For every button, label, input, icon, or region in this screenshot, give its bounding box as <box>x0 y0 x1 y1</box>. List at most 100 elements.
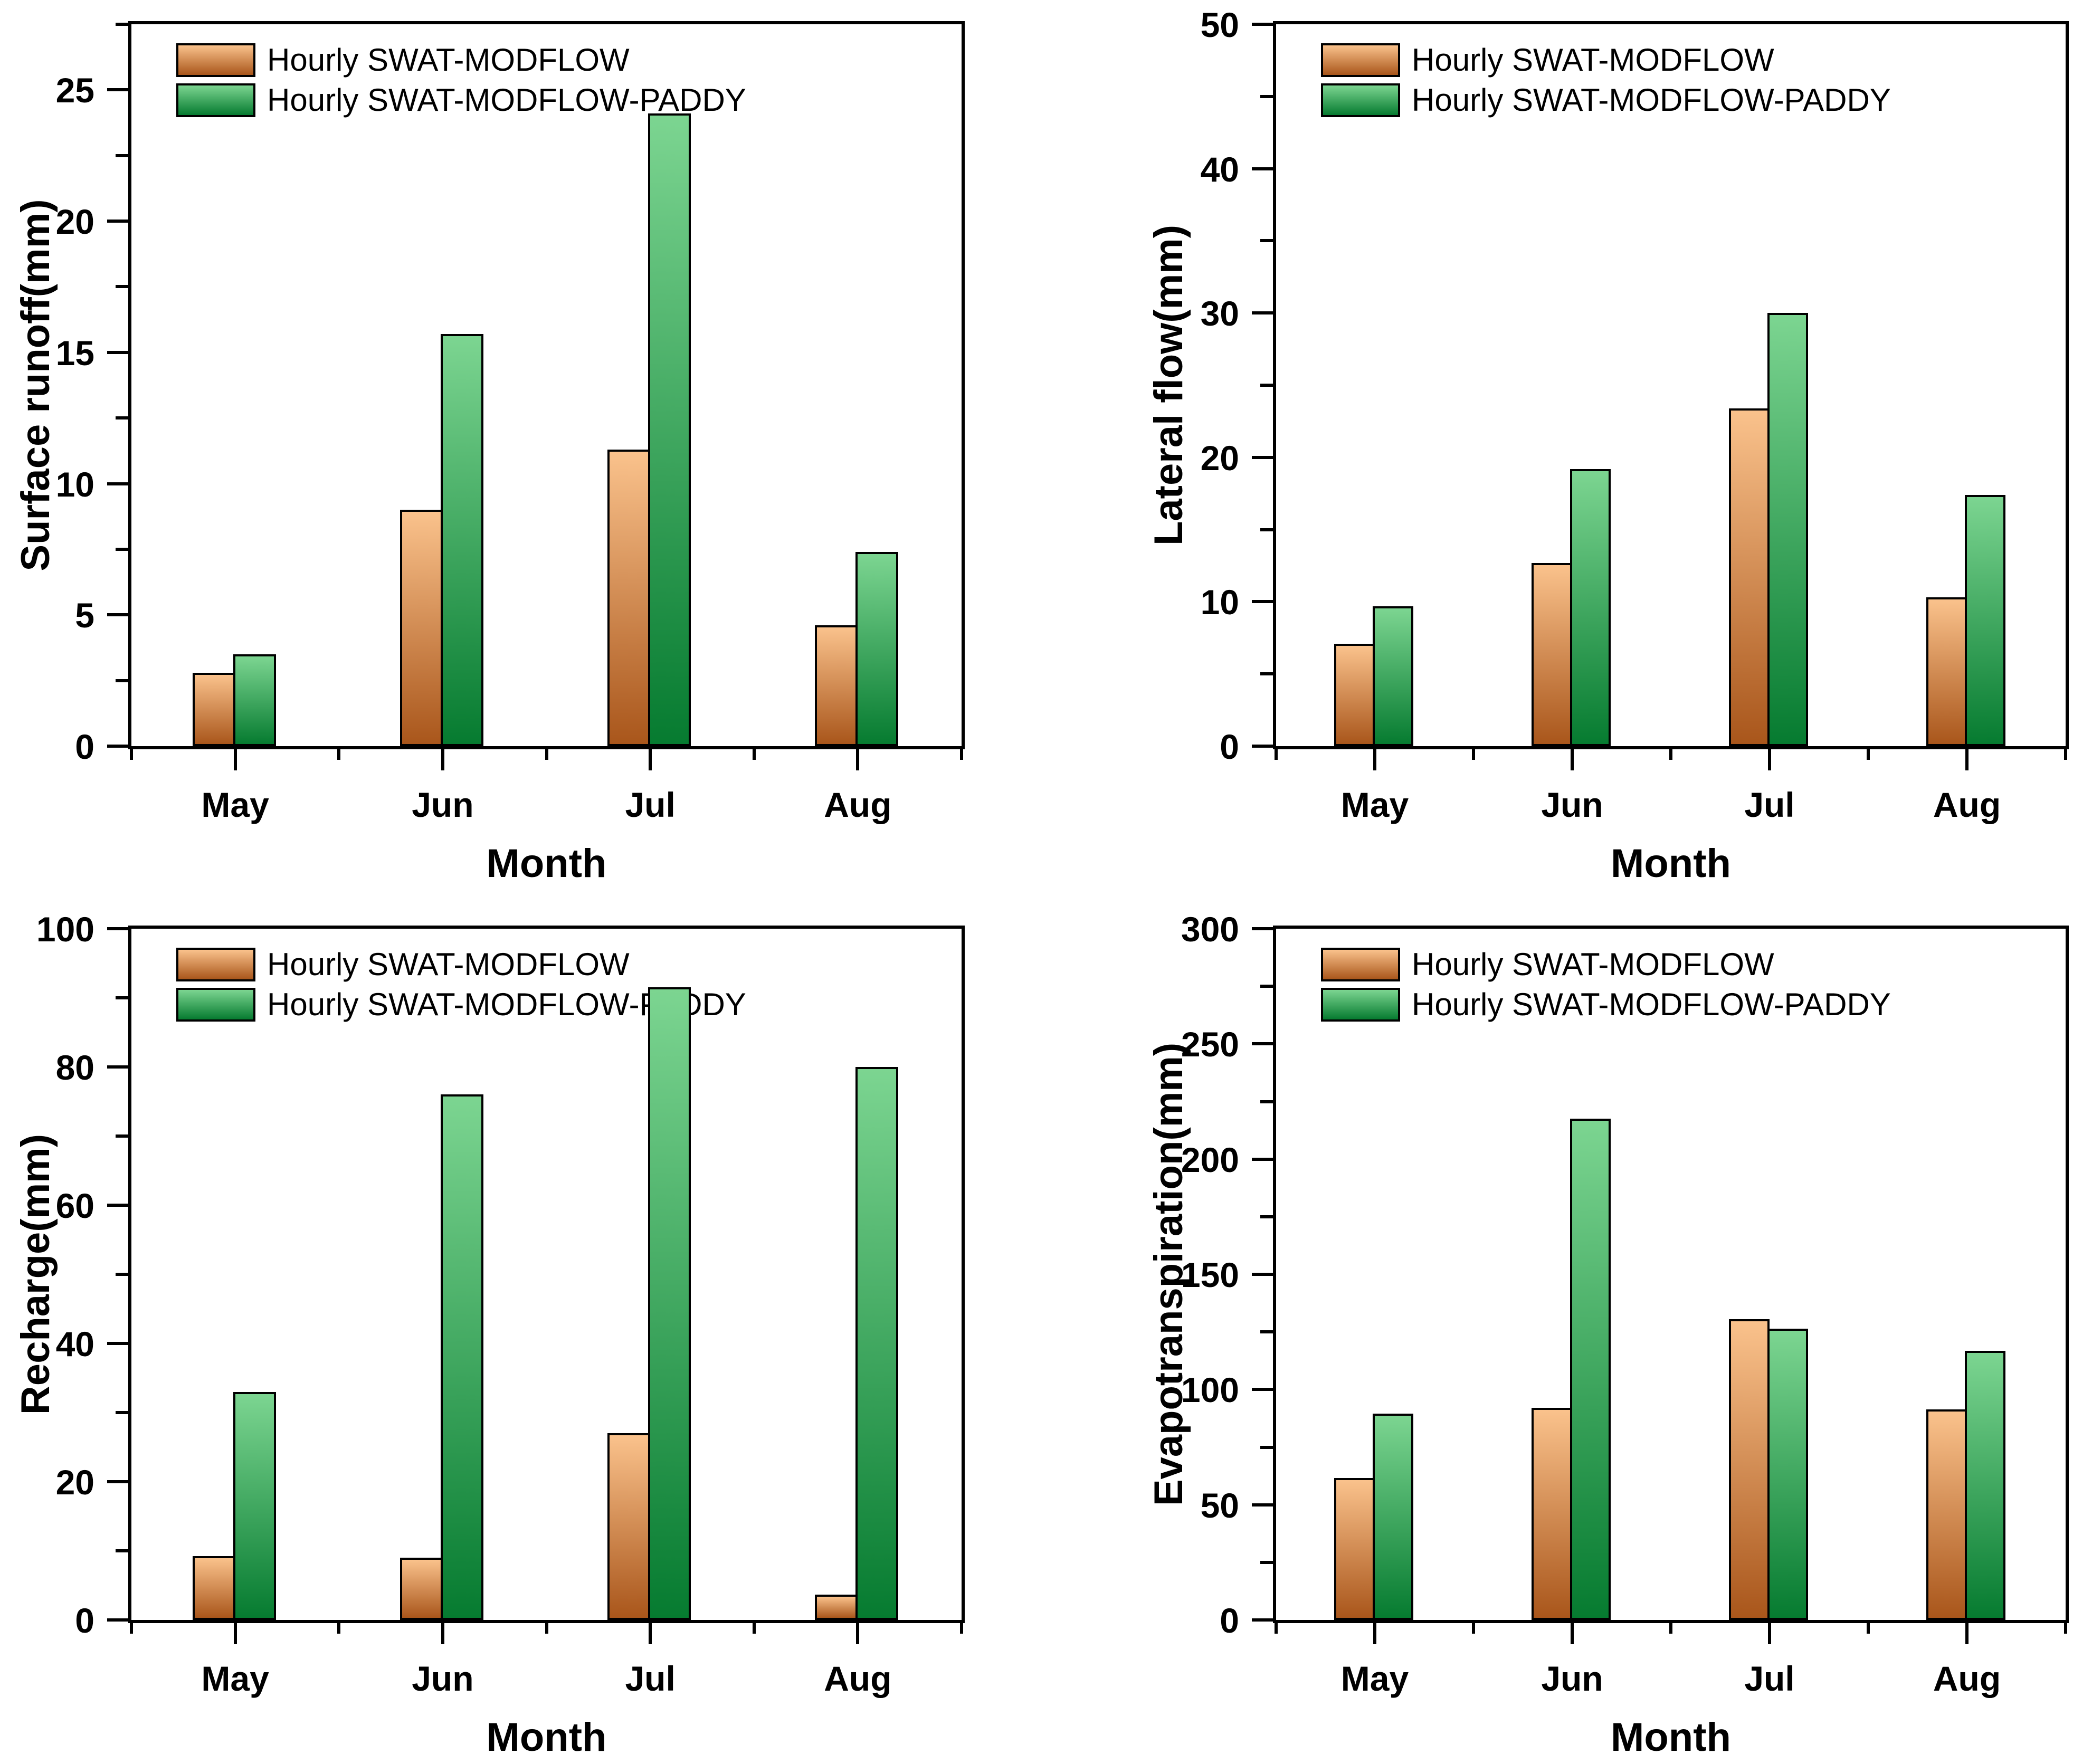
x-tick-label-may: May <box>201 785 269 824</box>
y-minor-tick <box>1260 94 1273 98</box>
y-major-tick <box>1252 167 1273 170</box>
legend-label-hourly-swat-modflow-paddy: Hourly SWAT-MODFLOW-PADDY <box>267 82 746 118</box>
panel-lateral-flow: 0 10 20 30 40 50 May Jun Jul Aug Month Lateral flow… <box>1036 0 2073 884</box>
y-minor-tick <box>1260 1445 1273 1449</box>
legend-item-hourly-swat-modflow-paddy: Hourly SWAT-MODFLOW-PADDY <box>1321 988 1891 1022</box>
plot-area-evapotranspiration: 0 50 100 150 200 250 300 May Jun Jul Aug Month Evapo… <box>1146 912 2069 1758</box>
y-axis-title: Lateral flow(mm) <box>1146 224 1191 546</box>
y-major-tick <box>1252 927 1273 930</box>
y-tick-label-0: 0 <box>75 727 94 766</box>
y-tick-label-100: 100 <box>36 910 94 949</box>
x-axis-title: Month <box>486 841 607 886</box>
panel-surface-runoff: 0 5 10 15 20 25 May Jun Jul Aug Month Surface runof… <box>0 0 1036 886</box>
x-minor-tick <box>1867 746 1870 760</box>
x-major-tick <box>441 746 444 770</box>
y-tick-label-30: 30 <box>1200 294 1239 333</box>
legend-swatch-hourly-swat-modflow-paddy <box>176 988 255 1022</box>
y-major-tick <box>107 220 128 223</box>
legend-swatch-hourly-swat-modflow <box>1321 948 1400 981</box>
legend-label-hourly-swat-modflow: Hourly SWAT-MODFLOW <box>1412 42 1774 78</box>
y-minor-tick <box>116 154 128 157</box>
bar-lateral-flow-may-hourly-swat-modflow <box>1334 644 1375 746</box>
y-tick-label-80: 80 <box>55 1048 94 1087</box>
legend-swatch-hourly-swat-modflow <box>176 948 255 981</box>
x-minor-tick <box>1275 1620 1278 1634</box>
y-major-tick <box>1252 311 1273 315</box>
y-minor-tick <box>116 547 128 551</box>
bar-lateral-flow-may-hourly-swat-modflow-paddy <box>1373 606 1413 746</box>
x-major-tick <box>1571 1620 1574 1644</box>
y-major-tick <box>107 613 128 617</box>
y-major-tick <box>1252 1618 1273 1622</box>
legend-swatch-hourly-swat-modflow <box>1321 43 1400 77</box>
legend-item-hourly-swat-modflow: Hourly SWAT-MODFLOW <box>176 43 746 77</box>
y-minor-tick <box>1260 985 1273 988</box>
legend-swatch-hourly-swat-modflow-paddy <box>1321 988 1400 1022</box>
x-major-tick <box>649 1620 652 1644</box>
y-tick-label-20: 20 <box>1200 438 1239 478</box>
legend-label-hourly-swat-modflow-paddy: Hourly SWAT-MODFLOW-PADDY <box>1412 82 1891 118</box>
legend-label-hourly-swat-modflow: Hourly SWAT-MODFLOW <box>1412 947 1774 982</box>
bar-recharge-jun-hourly-swat-modflow <box>400 1558 443 1620</box>
x-major-tick <box>649 746 652 770</box>
legend-swatch-hourly-swat-modflow-paddy <box>176 83 255 117</box>
x-major-tick <box>856 1620 860 1644</box>
x-tick-label-aug: Aug <box>824 785 892 824</box>
y-major-tick <box>107 1480 128 1483</box>
bar-recharge-may-hourly-swat-modflow-paddy <box>233 1392 276 1620</box>
bar-evapotranspiration-jul-hourly-swat-modflow-paddy <box>1767 1329 1808 1620</box>
x-tick-label-may: May <box>201 1659 269 1698</box>
x-tick-label-jun: Jun <box>412 785 474 824</box>
y-minor-tick <box>116 416 128 420</box>
y-minor-tick <box>116 1411 128 1414</box>
y-tick-label-300: 300 <box>1181 910 1239 949</box>
y-tick-label-250: 250 <box>1181 1025 1239 1064</box>
y-tick-label-20: 20 <box>55 202 94 242</box>
x-axis-title: Month <box>486 1715 607 1760</box>
bar-lateral-flow-jun-hourly-swat-modflow-paddy <box>1570 469 1611 746</box>
x-minor-tick <box>337 746 341 760</box>
y-tick-label-15: 15 <box>55 333 94 373</box>
y-major-tick <box>1252 745 1273 748</box>
y-minor-tick <box>116 679 128 682</box>
x-tick-label-aug: Aug <box>824 1659 892 1698</box>
bar-evapotranspiration-jul-hourly-swat-modflow <box>1729 1319 1770 1620</box>
y-major-tick <box>1252 23 1273 26</box>
x-tick-label-jun: Jun <box>412 1659 474 1698</box>
bar-evapotranspiration-aug-hourly-swat-modflow-paddy <box>1965 1351 2005 1620</box>
x-minor-tick <box>752 1620 756 1634</box>
y-minor-tick <box>1260 1215 1273 1218</box>
x-minor-tick <box>1275 746 1278 760</box>
x-minor-tick <box>1472 1620 1475 1634</box>
bar-evapotranspiration-may-hourly-swat-modflow <box>1334 1478 1375 1620</box>
x-minor-tick <box>960 746 963 760</box>
bar-evapotranspiration-jun-hourly-swat-modflow <box>1532 1408 1572 1620</box>
bar-lateral-flow-jul-hourly-swat-modflow <box>1729 408 1770 746</box>
y-major-tick <box>107 1204 128 1207</box>
y-tick-label-150: 150 <box>1181 1255 1239 1294</box>
bar-lateral-flow-jun-hourly-swat-modflow <box>1532 563 1572 746</box>
y-axis-title: Surface runoff(mm) <box>13 199 58 571</box>
y-major-tick <box>107 482 128 485</box>
bar-recharge-may-hourly-swat-modflow <box>193 1556 235 1620</box>
y-major-tick <box>107 927 128 930</box>
bar-surface-runoff-jun-hourly-swat-modflow-paddy <box>441 334 483 746</box>
x-major-tick <box>1768 746 1771 770</box>
x-tick-label-jul: Jul <box>625 785 676 824</box>
bar-surface-runoff-may-hourly-swat-modflow <box>193 673 235 746</box>
x-minor-tick <box>960 1620 963 1634</box>
x-minor-tick <box>1472 746 1475 760</box>
plot-area-recharge: 0 20 40 60 80 100 May Jun Jul Aug Month Recharge(mm… <box>13 912 965 1758</box>
y-major-tick <box>107 88 128 92</box>
y-major-tick <box>107 350 128 354</box>
y-tick-label-200: 200 <box>1181 1140 1239 1179</box>
y-tick-label-5: 5 <box>75 596 94 635</box>
x-minor-tick <box>2064 746 2067 760</box>
y-major-tick <box>1252 1273 1273 1276</box>
panel-evapotranspiration: 0 50 100 150 200 250 300 May Jun Jul Aug Month Evapo… <box>1036 882 2073 1764</box>
x-tick-label-may: May <box>1340 785 1409 824</box>
legend-item-hourly-swat-modflow: Hourly SWAT-MODFLOW <box>1321 43 1891 77</box>
x-minor-tick <box>545 746 548 760</box>
y-major-tick <box>107 1342 128 1345</box>
